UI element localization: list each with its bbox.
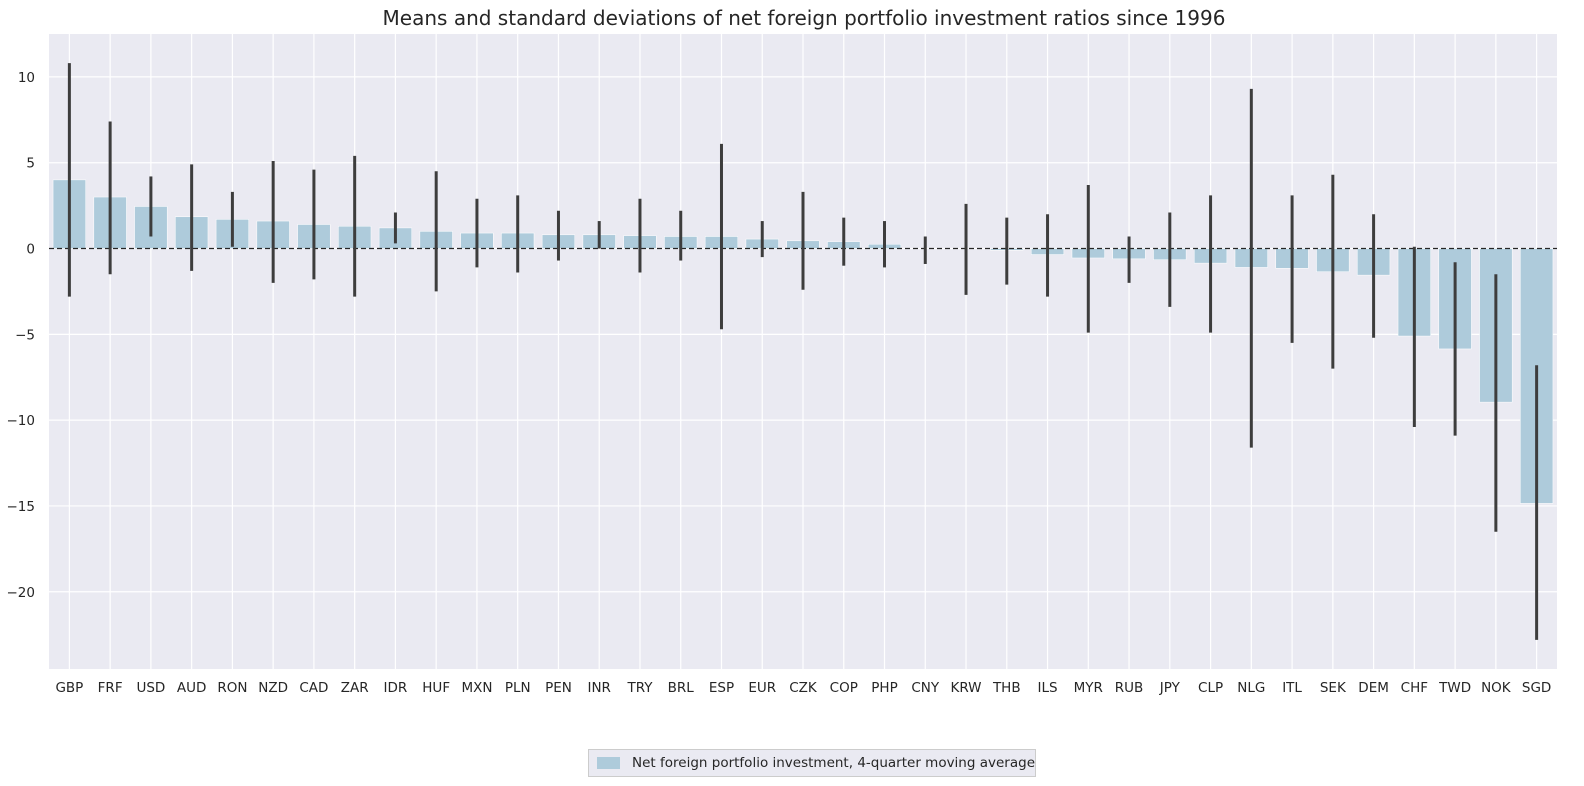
x-tick-label: CNY [911,680,940,696]
x-tick-label: SGD [1522,680,1551,696]
x-tick-label: RON [217,680,247,696]
x-tick-label: TRY [626,680,653,696]
x-tick-label: HUF [422,680,450,696]
x-tick-label: CLP [1198,680,1223,696]
x-tick-label: PHP [871,680,897,696]
x-tick-label: NZD [258,680,288,696]
x-tick-label: RUB [1115,680,1144,696]
x-tick-label: CHF [1401,680,1428,696]
x-tick-label: MXN [461,680,492,696]
x-tick-label: INR [587,680,610,696]
y-tick-label: 5 [26,156,35,172]
y-tick-label: −20 [7,585,36,601]
x-tick-label: ESP [709,680,734,696]
x-tick-label: IDR [384,680,408,696]
x-tick-label: NLG [1237,680,1265,696]
x-tick-label: JPY [1159,680,1181,696]
x-tick-label: BRL [668,680,695,696]
x-tick-label: USD [136,680,165,696]
y-tick-label: −10 [7,413,36,429]
x-tick-label: FRF [98,680,123,696]
x-tick-label: NOK [1481,680,1512,696]
legend-swatch [597,757,621,769]
x-tick-label: ZAR [341,680,369,696]
y-axis-ticks: 10 5 0 −5 −10 −15 −20 [7,70,36,601]
y-tick-label: 10 [18,70,35,86]
error-bars [67,63,1539,640]
x-axis-ticks: GBP FRF USD AUD RON NZD CAD ZAR IDR HUF MXN PLN PEN I… [55,680,1551,696]
x-tick-label: PLN [505,680,531,696]
x-tick-label: ITL [1282,680,1302,696]
x-tick-label: GBP [55,680,83,696]
x-tick-label: SEK [1320,680,1347,696]
x-tick-label: KRW [951,680,982,696]
x-tick-label: THB [992,680,1021,696]
y-tick-label: 0 [26,242,35,258]
x-tick-label: COP [830,680,858,696]
x-tick-label: CZK [789,680,818,696]
x-tick-label: TWD [1438,680,1471,696]
x-tick-label: EUR [748,680,776,696]
x-tick-label: PEN [545,680,572,696]
x-tick-label: DEM [1358,680,1389,696]
legend: Net foreign portfolio investment, 4-quar… [588,749,1036,777]
legend-label: Net foreign portfolio investment, 4-quar… [632,755,1035,771]
x-tick-label: CAD [299,680,328,696]
y-tick-label: −5 [15,327,35,343]
x-tick-label: AUD [177,680,207,696]
y-tick-label: −15 [7,499,36,515]
x-tick-label: ILS [1038,680,1058,696]
chart-title: Means and standard deviations of net for… [383,6,1226,30]
x-tick-label: MYR [1074,680,1103,696]
